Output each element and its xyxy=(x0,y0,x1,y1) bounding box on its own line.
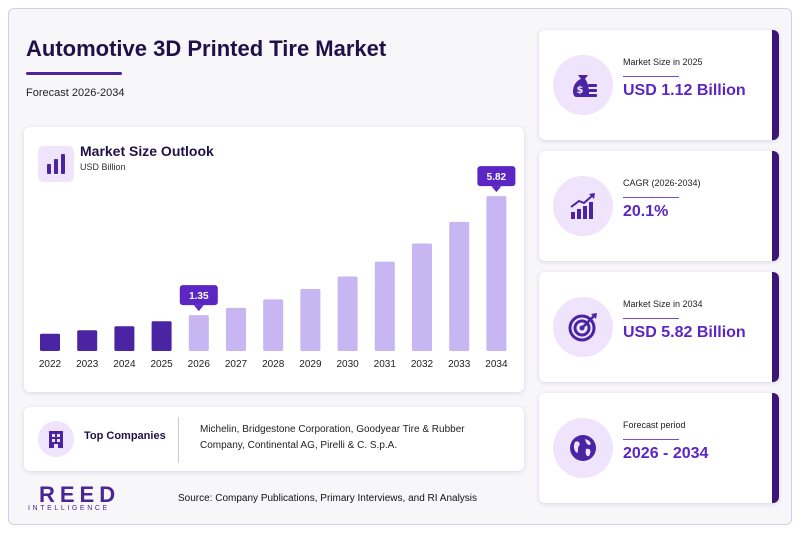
page-subtitle: Forecast 2026-2034 xyxy=(26,87,125,99)
kpi-rule xyxy=(623,318,679,319)
bar-2034 xyxy=(486,196,507,351)
page-title: Automotive 3D Printed Tire Market xyxy=(26,36,387,61)
kpi-card-market-2025: $ Market Size in 2025 USD 1.12 Billion xyxy=(539,30,779,140)
x-tick-label: 2027 xyxy=(225,359,248,370)
x-tick-label: 2029 xyxy=(299,359,322,370)
bar-2027 xyxy=(226,307,246,351)
bar-2026 xyxy=(188,315,209,351)
bar-2028 xyxy=(263,299,284,351)
kpi-value: 20.1% xyxy=(623,203,669,220)
bar-2024 xyxy=(114,326,135,351)
growth-chart-icon xyxy=(553,176,613,236)
bar-chart: 2022 2023 2024 2025 2026 2027 2028 2029 2030 2031… xyxy=(39,166,516,370)
kpi-rule xyxy=(623,197,679,198)
kpi-card-market-2034: Market Size in 2034 USD 5.82 Billion xyxy=(539,272,779,382)
kpi-label: Market Size in 2034 xyxy=(623,299,703,309)
x-tick-label: 2023 xyxy=(76,359,99,370)
kpi-rule xyxy=(623,76,679,77)
chart-card: 2022 2023 2024 2025 2026 2027 2028 2029 2030 2031… xyxy=(24,127,524,392)
money-bag-icon: $ xyxy=(553,55,613,115)
data-label-2026: 1.35 xyxy=(179,285,218,312)
brand-logo-tagline: INTELLIGENCE xyxy=(28,505,110,512)
bar-2030 xyxy=(337,276,358,351)
chart-title: Market Size Outlook xyxy=(80,143,214,159)
target-icon xyxy=(553,297,613,357)
top-companies-card: Top Companies Michelin, Bridgestone Corp… xyxy=(24,407,524,471)
chart-unit: USD Billion xyxy=(80,162,126,172)
data-label-2034: 5.82 xyxy=(477,166,516,193)
x-tick-label: 2025 xyxy=(150,359,173,370)
kpi-rule xyxy=(623,439,679,440)
bar-2032 xyxy=(412,243,432,351)
bar-2029 xyxy=(300,288,321,351)
kpi-value: 2026 - 2034 xyxy=(623,445,709,462)
x-tick-label: 2032 xyxy=(411,359,434,370)
globe-icon xyxy=(553,418,613,478)
x-tick-label: 2028 xyxy=(262,359,285,370)
x-tick-label: 2030 xyxy=(336,359,359,370)
bar-2023 xyxy=(77,330,98,351)
kpi-label: Forecast period xyxy=(623,420,686,430)
x-tick-label: 2031 xyxy=(374,359,397,370)
bar-chart-icon xyxy=(38,146,74,182)
source-note: Source: Company Publications, Primary In… xyxy=(178,493,478,504)
bar-2033 xyxy=(449,221,470,351)
bar-2022 xyxy=(40,333,60,351)
svg-text:$: $ xyxy=(577,85,584,96)
svg-text:1.35: 1.35 xyxy=(189,291,209,302)
x-tick-label: 2026 xyxy=(188,359,211,370)
kpi-label: CAGR (2026-2034) xyxy=(623,178,701,188)
brand-logo-name: REED xyxy=(39,482,121,507)
kpi-card-cagr: CAGR (2026-2034) 20.1% xyxy=(539,151,779,261)
kpi-label: Market Size in 2025 xyxy=(623,57,703,67)
kpi-value: USD 5.82 Billion xyxy=(623,324,746,341)
title-underline xyxy=(26,72,122,75)
x-tick-label: 2033 xyxy=(448,359,471,370)
x-tick-label: 2022 xyxy=(39,359,62,370)
x-tick-label: 2034 xyxy=(485,359,508,370)
kpi-value: USD 1.12 Billion xyxy=(623,82,746,99)
svg-text:5.82: 5.82 xyxy=(487,172,507,183)
x-tick-label: 2024 xyxy=(113,359,136,370)
top-companies-list: Michelin, Bridgestone Corporation, Goody… xyxy=(200,424,465,451)
bar-2031 xyxy=(374,261,395,351)
kpi-card-forecast-period: Forecast period 2026 - 2034 xyxy=(539,393,779,503)
divider xyxy=(178,417,179,463)
bar-2025 xyxy=(151,321,172,351)
top-companies-label: Top Companies xyxy=(84,430,166,442)
building-icon xyxy=(38,421,74,457)
